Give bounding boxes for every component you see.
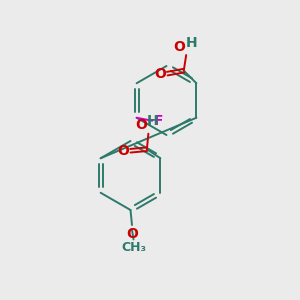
- Text: O: O: [117, 144, 129, 158]
- Text: H: H: [147, 114, 159, 128]
- Text: O: O: [126, 226, 138, 241]
- Text: O: O: [135, 118, 147, 132]
- Text: O: O: [174, 40, 186, 53]
- Text: O: O: [154, 67, 166, 81]
- Text: F: F: [154, 114, 163, 128]
- Text: CH₃: CH₃: [121, 241, 146, 254]
- Text: H: H: [186, 36, 197, 50]
